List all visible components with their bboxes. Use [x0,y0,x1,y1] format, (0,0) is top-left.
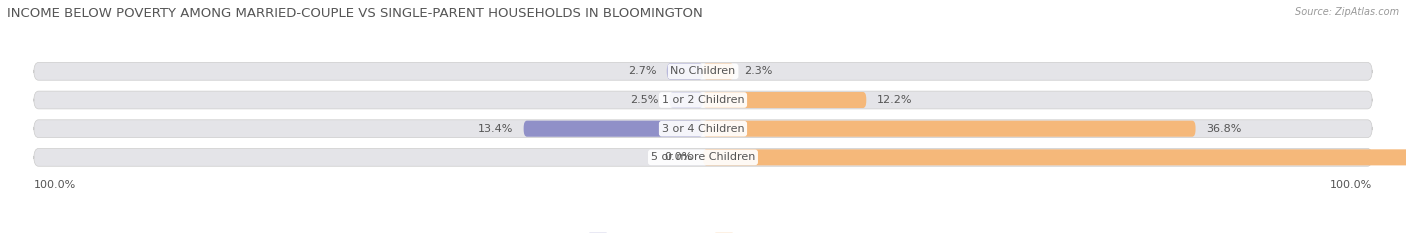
Text: 1 or 2 Children: 1 or 2 Children [662,95,744,105]
FancyBboxPatch shape [34,91,1372,109]
FancyBboxPatch shape [34,62,1372,80]
Text: 13.4%: 13.4% [478,124,513,134]
Text: 2.3%: 2.3% [745,66,773,76]
FancyBboxPatch shape [703,121,1195,137]
Text: 12.2%: 12.2% [877,95,912,105]
FancyBboxPatch shape [703,92,866,108]
Text: 36.8%: 36.8% [1206,124,1241,134]
Text: 2.5%: 2.5% [630,95,659,105]
Text: 100.0%: 100.0% [34,180,76,190]
FancyBboxPatch shape [669,92,703,108]
FancyBboxPatch shape [666,63,703,79]
FancyBboxPatch shape [703,149,1406,165]
Text: 5 or more Children: 5 or more Children [651,152,755,162]
FancyBboxPatch shape [523,121,703,137]
Text: 0.0%: 0.0% [664,152,692,162]
FancyBboxPatch shape [703,63,734,79]
Text: INCOME BELOW POVERTY AMONG MARRIED-COUPLE VS SINGLE-PARENT HOUSEHOLDS IN BLOOMIN: INCOME BELOW POVERTY AMONG MARRIED-COUPL… [7,7,703,20]
FancyBboxPatch shape [34,120,1372,137]
Text: 3 or 4 Children: 3 or 4 Children [662,124,744,134]
Text: 2.7%: 2.7% [627,66,657,76]
Text: 100.0%: 100.0% [1330,180,1372,190]
Text: Source: ZipAtlas.com: Source: ZipAtlas.com [1295,7,1399,17]
FancyBboxPatch shape [34,148,1372,166]
Text: No Children: No Children [671,66,735,76]
